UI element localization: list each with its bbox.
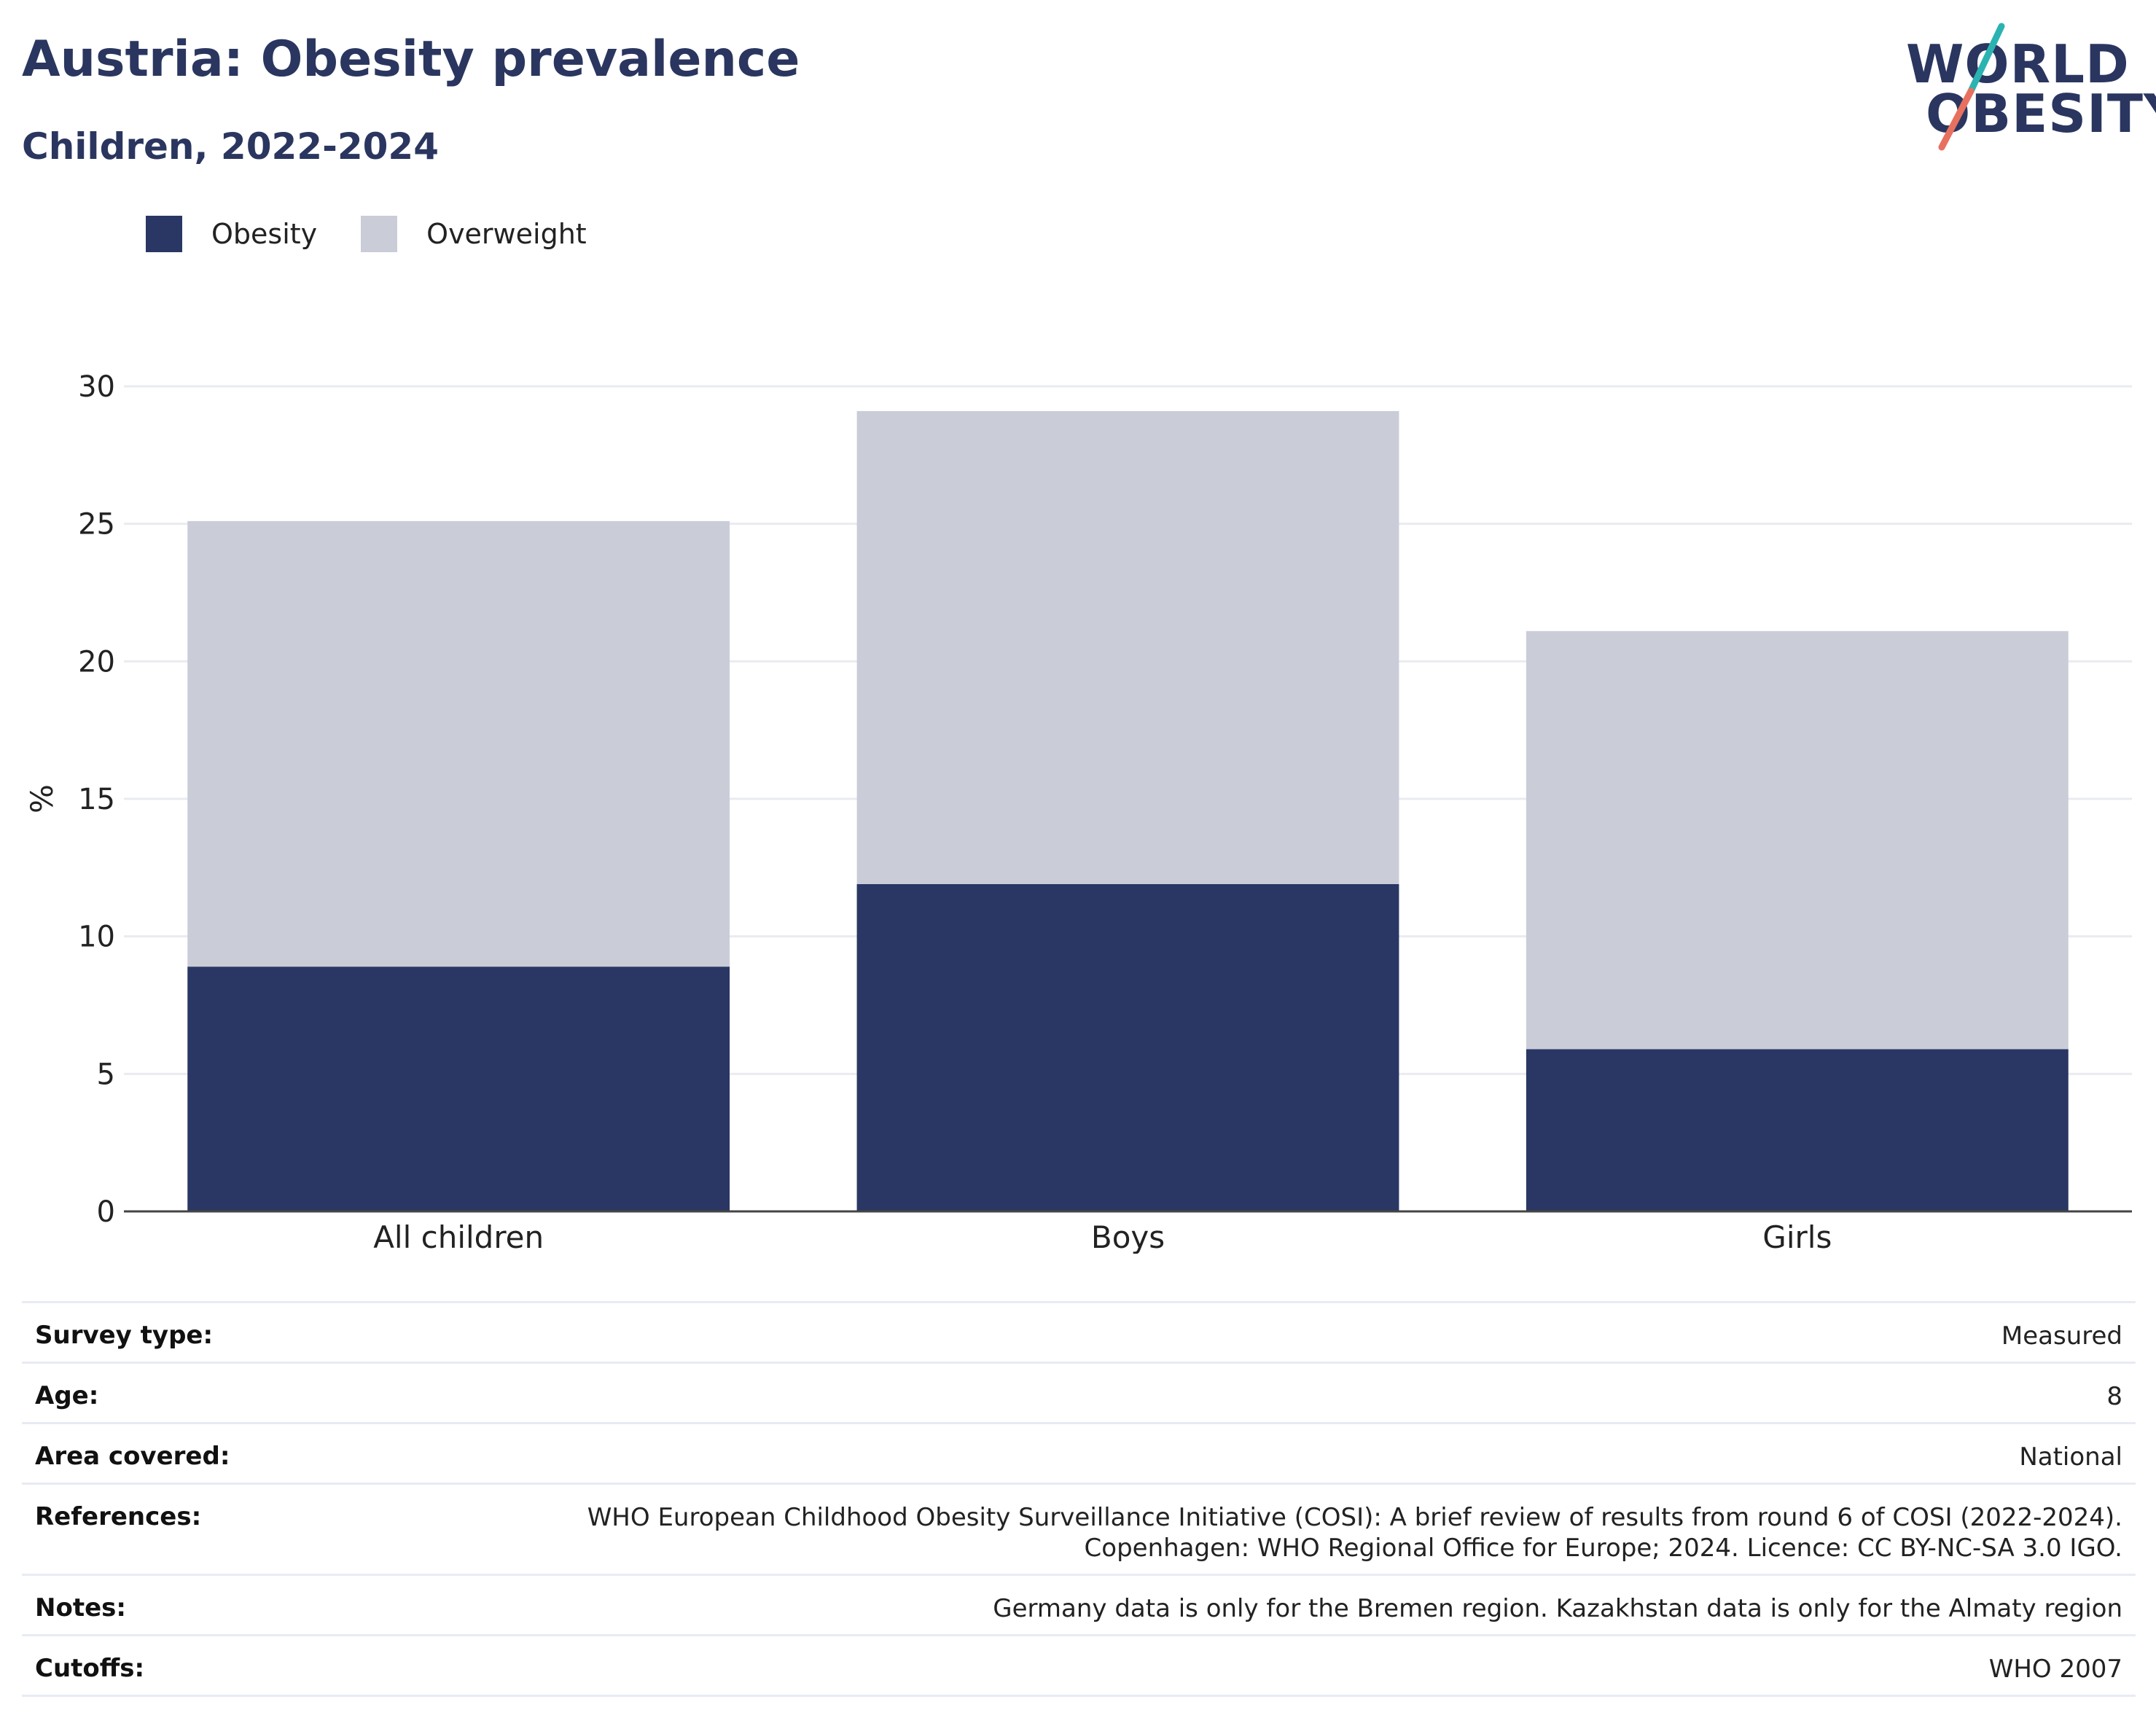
y-tick-label: 25 — [78, 508, 115, 542]
meta-value: National — [2019, 1442, 2122, 1472]
meta-value: 8 — [2106, 1382, 2122, 1411]
meta-label: Survey type: — [35, 1321, 214, 1350]
x-tick-label: All children — [373, 1219, 544, 1254]
bar-overweight-all-children — [187, 520, 730, 967]
legend-swatch-overweight — [361, 216, 398, 252]
page-title: Austria: Obesity prevalence — [22, 31, 800, 88]
meta-label: Area covered: — [35, 1442, 230, 1471]
logo-line-2: OBESITY — [1926, 83, 2156, 144]
meta-row-age: Age: 8 — [22, 1362, 2136, 1422]
legend-swatch-obesity — [146, 216, 182, 252]
bar-obesity-girls — [1526, 1049, 2069, 1211]
bar-obesity-all-children — [187, 966, 730, 1211]
world-obesity-logo: WORLD OBESITY — [1895, 22, 2156, 153]
bar-overweight-girls — [1526, 630, 2069, 1050]
y-tick-label: 20 — [78, 645, 115, 679]
meta-row-area-covered: Area covered: National — [22, 1422, 2136, 1483]
legend-label-obesity: Obesity — [211, 218, 318, 250]
x-tick-label: Boys — [1091, 1219, 1165, 1254]
meta-value: Germany data is only for the Bremen regi… — [993, 1594, 2122, 1623]
meta-label: References: — [35, 1502, 202, 1531]
meta-row-references: References: WHO European Childhood Obesi… — [22, 1483, 2136, 1574]
meta-value: WHO 2007 — [1988, 1655, 2122, 1684]
logo-line-1: WORLD — [1906, 34, 2130, 95]
legend-item-obesity[interactable]: Obesity — [146, 216, 317, 252]
page-subtitle: Children, 2022-2024 — [22, 125, 439, 168]
y-tick-label: 30 — [78, 370, 115, 404]
metadata-table: Survey type: Measured Age: 8 Area covere… — [22, 1301, 2136, 1697]
legend-item-overweight[interactable]: Overweight — [361, 216, 587, 252]
bar-obesity-boys — [856, 883, 1399, 1211]
meta-label: Cutoffs: — [35, 1654, 145, 1683]
y-tick-label: 0 — [97, 1195, 115, 1229]
meta-row-notes: Notes: Germany data is only for the Brem… — [22, 1574, 2136, 1634]
meta-label: Notes: — [35, 1593, 126, 1622]
y-axis-title: % — [24, 784, 60, 813]
x-tick-label: Girls — [1762, 1219, 1832, 1254]
meta-bottom-border — [22, 1695, 2136, 1697]
y-tick-label: 5 — [97, 1058, 115, 1091]
meta-row-survey-type: Survey type: Measured — [22, 1301, 2136, 1362]
meta-value: Measured — [2001, 1321, 2122, 1351]
y-tick-label: 10 — [78, 921, 115, 954]
stacked-bar-chart: 0 5 10 15 20 25 30% All children Boys Girls — [24, 370, 2132, 1254]
chart-legend: Obesity Overweight — [146, 216, 630, 252]
meta-label: Age: — [35, 1381, 99, 1410]
meta-row-cutoffs: Cutoffs: WHO 2007 — [22, 1634, 2136, 1695]
meta-value: WHO European Childhood Obesity Surveilla… — [587, 1503, 2122, 1563]
bar-overweight-boys — [856, 410, 1399, 884]
logo-slash-icon — [1938, 23, 2005, 151]
legend-label-overweight: Overweight — [426, 218, 587, 250]
y-tick-label: 15 — [78, 783, 115, 816]
